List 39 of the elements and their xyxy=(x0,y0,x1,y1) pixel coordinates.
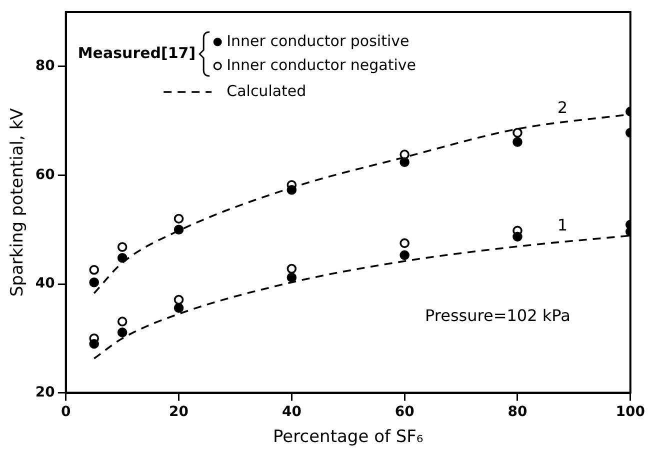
point xyxy=(512,232,522,242)
x-tick-label: 80 xyxy=(508,404,528,420)
y-tick-label: 20 xyxy=(35,384,56,400)
legend-label: Calculated xyxy=(226,82,306,100)
point xyxy=(89,277,100,288)
x-tick-label: 60 xyxy=(394,404,415,420)
legend-label: Inner conductor positive xyxy=(226,32,410,50)
point xyxy=(512,128,522,138)
point xyxy=(400,157,410,168)
point xyxy=(174,294,184,305)
annotation: Pressure=102 kPa xyxy=(425,306,570,325)
point xyxy=(286,272,297,282)
annotation: 2 xyxy=(557,98,568,118)
point xyxy=(89,338,100,349)
point xyxy=(174,214,184,224)
point xyxy=(286,184,297,195)
x-tick-label: 100 xyxy=(616,404,646,420)
point xyxy=(117,242,128,252)
x-tick-label: 0 xyxy=(61,404,72,420)
point xyxy=(286,264,297,274)
point xyxy=(400,250,410,260)
annotation: 1 xyxy=(557,216,568,235)
x-tick-label: 40 xyxy=(282,404,302,420)
point xyxy=(400,238,410,248)
point xyxy=(117,316,128,326)
x-tick-label: 20 xyxy=(169,404,189,420)
y-tick-label: 80 xyxy=(35,58,56,74)
y-tick-label: 60 xyxy=(35,166,56,183)
x-axis-title: Percentage of SF₆ xyxy=(273,427,424,448)
point xyxy=(89,264,100,275)
y-axis-title: Sparking potential, kV xyxy=(8,108,28,297)
legend-label: Inner conductor negative xyxy=(226,56,416,74)
y-tick-label: 40 xyxy=(35,276,56,292)
point xyxy=(117,252,128,263)
point xyxy=(117,328,128,338)
legend-title: Measured[17] xyxy=(78,44,196,62)
point xyxy=(174,303,184,313)
point xyxy=(512,137,522,147)
point xyxy=(174,224,184,234)
